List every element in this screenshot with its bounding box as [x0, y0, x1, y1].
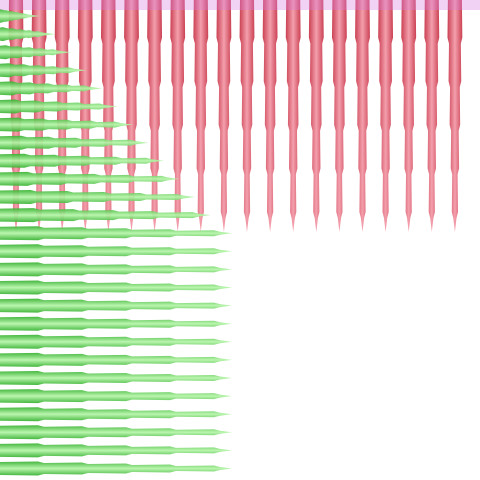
red-spike: [355, 0, 370, 232]
green-spike: [0, 135, 149, 150]
top-overlap-band: [0, 0, 480, 10]
green-spike: [0, 352, 232, 367]
red-spike: [170, 0, 186, 232]
red-spike: [77, 0, 93, 232]
green-spike: [0, 81, 102, 96]
green-spike: [0, 226, 232, 241]
red-spike: [31, 0, 47, 232]
red-spike: [331, 0, 347, 232]
red-spike: [378, 0, 394, 232]
green-spike: [0, 389, 232, 404]
green-spike: [0, 9, 40, 23]
green-spike: [0, 371, 232, 385]
red-spike: [424, 0, 440, 232]
green-spike: [0, 171, 180, 186]
red-spike: [147, 0, 163, 232]
green-spike: [0, 117, 133, 132]
green-spike: [0, 153, 164, 168]
green-spike: [0, 443, 232, 458]
red-spike: [216, 0, 232, 232]
green-spike: [0, 190, 195, 204]
green-spike: [0, 316, 232, 331]
green-spike: [0, 407, 232, 422]
red-spike: [285, 0, 301, 232]
red-spike: [100, 0, 116, 232]
red-spike: [239, 0, 255, 232]
red-spike: [8, 0, 24, 232]
green-spike: [0, 461, 232, 476]
green-spike: [0, 99, 118, 114]
red-spike: [54, 0, 70, 232]
red-vertical-spikes: [8, 0, 463, 232]
green-spike: [0, 27, 56, 42]
green-spike: [0, 45, 71, 60]
red-spike: [401, 0, 417, 232]
red-spike: [124, 0, 139, 232]
green-spike: [0, 280, 232, 295]
green-spike: [0, 208, 211, 223]
red-spike: [262, 0, 278, 232]
green-spike: [0, 244, 232, 259]
green-spike: [0, 63, 87, 78]
red-spike: [193, 0, 209, 232]
red-spike: [447, 0, 463, 232]
green-horizontal-spikes: [0, 9, 232, 476]
red-spike: [308, 0, 324, 232]
green-spike: [0, 298, 232, 313]
green-spike: [0, 262, 232, 277]
green-spike: [0, 334, 232, 349]
green-spike: [0, 425, 232, 440]
